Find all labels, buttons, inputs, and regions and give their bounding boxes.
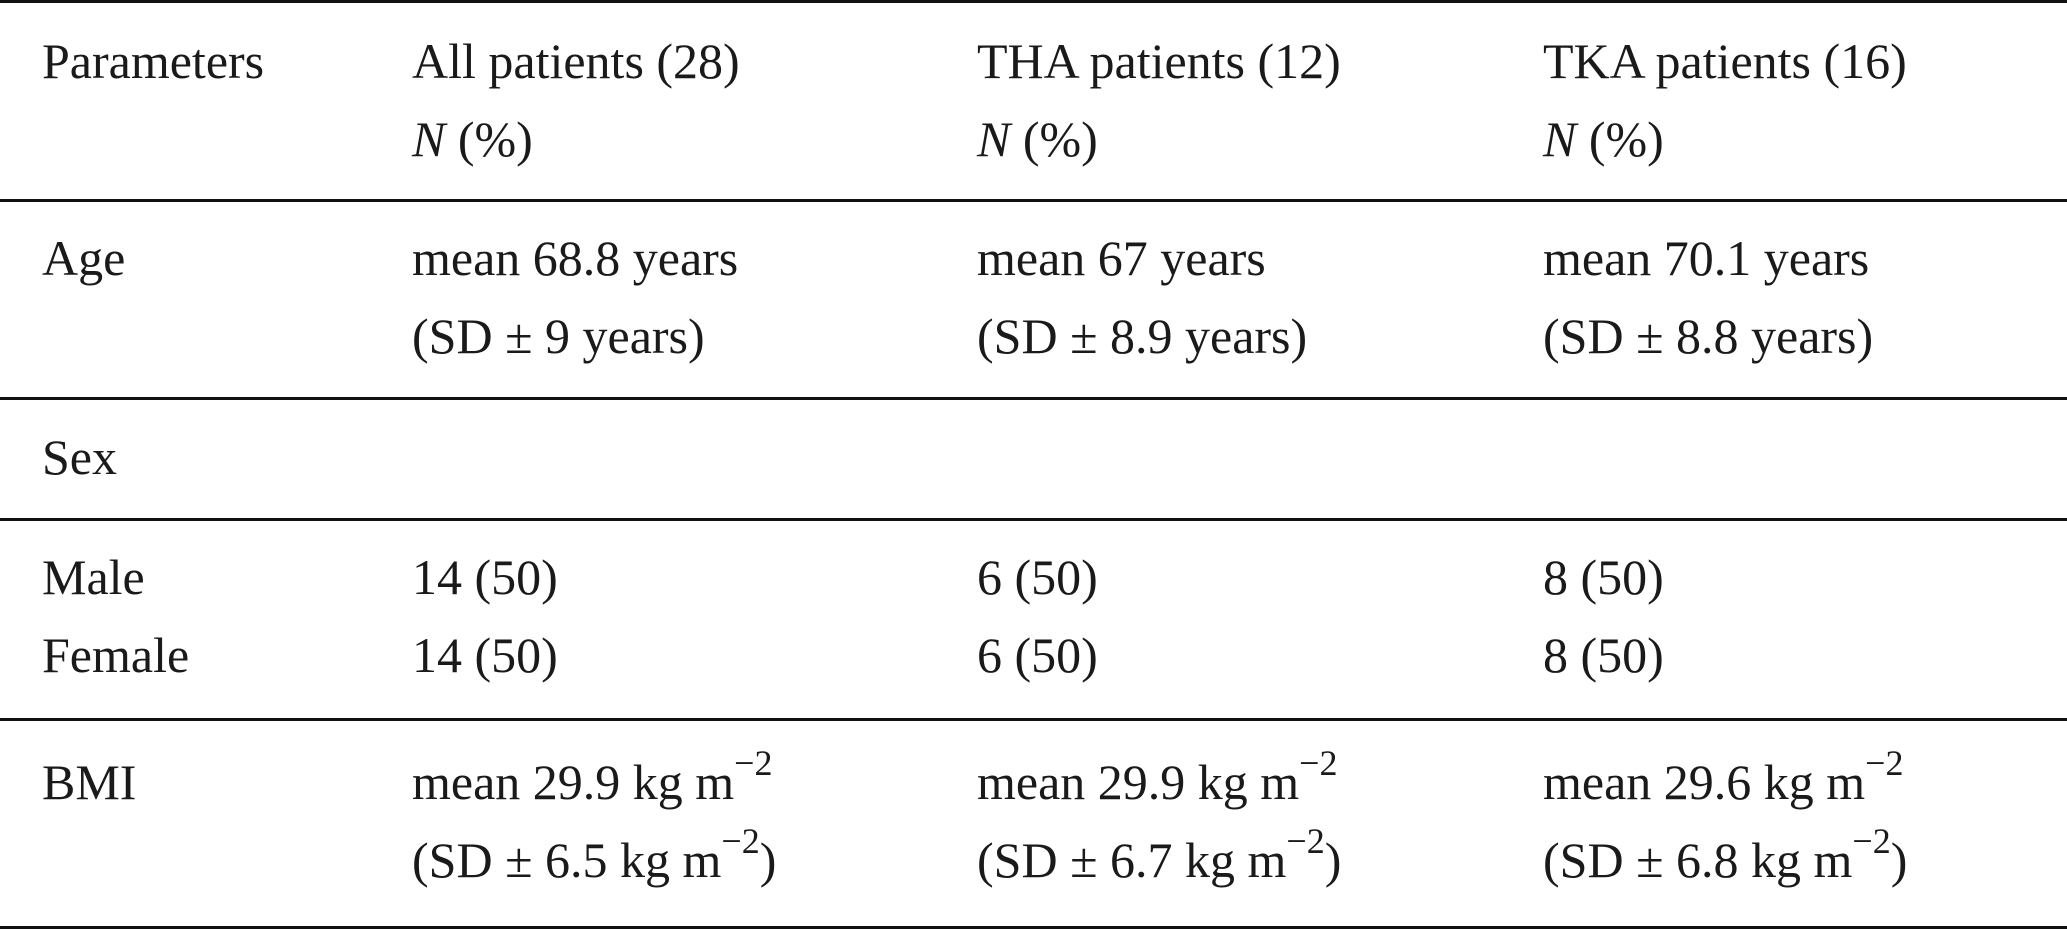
age-tka-cell: mean 70.1 years (SD ± 8.8 years) (1543, 219, 1873, 375)
header-rule (0, 199, 2067, 202)
header-tka-unit: N (%) (1543, 100, 1907, 178)
age-all-sd: (SD ± 9 years) (412, 308, 705, 364)
bmi-tka-cell: mean 29.6 kg m−2 (SD ± 6.8 kg m−2) (1543, 743, 1907, 899)
header-tka-unit-pct: (%) (1576, 111, 1664, 167)
header-parameters-label: Parameters (42, 33, 265, 89)
age-rule (0, 397, 2067, 400)
header-all-patients: All patients (28) N (%) (412, 22, 740, 178)
bmi-all-mean-text: mean 29.9 kg m (412, 754, 735, 810)
header-all-unit-n: N (412, 111, 446, 167)
bmi-tha-mean-text: mean 29.9 kg m (977, 754, 1300, 810)
bmi-tka-mean-exponent: −2 (1865, 743, 1904, 784)
sex-all-cell: 14 (50) 14 (50) (412, 538, 558, 694)
bmi-tha-mean: mean 29.9 kg m−2 (977, 743, 1341, 821)
header-tha-unit-n: N (977, 111, 1011, 167)
sex-tka-cell: 8 (50) 8 (50) (1543, 538, 1664, 694)
sex-tha-cell: 6 (50) 6 (50) (977, 538, 1098, 694)
bmi-tha-sd-close: ) (1324, 832, 1342, 888)
bmi-all-sd-close: ) (759, 832, 777, 888)
sex-label: Sex (42, 429, 117, 485)
bmi-tka-sd: (SD ± 6.8 kg m−2) (1543, 821, 1907, 899)
header-all-unit: N (%) (412, 100, 740, 178)
bmi-tka-sd-text: (SD ± 6.8 kg m (1543, 832, 1853, 888)
bmi-label: BMI (42, 754, 137, 810)
header-tka-title: TKA patients (16) (1543, 33, 1907, 89)
age-tha-mean: mean 67 years (977, 230, 1266, 286)
age-tka-sd: (SD ± 8.8 years) (1543, 308, 1874, 364)
age-tka-mean: mean 70.1 years (1543, 230, 1870, 286)
bmi-all-mean: mean 29.9 kg m−2 (412, 743, 776, 821)
header-parameters: Parameters (42, 22, 264, 100)
bmi-tka-sd-exponent: −2 (1852, 821, 1891, 862)
age-all-mean: mean 68.8 years (412, 230, 739, 286)
header-all-unit-pct: (%) (445, 111, 533, 167)
header-tha-unit: N (%) (977, 100, 1341, 178)
header-tha-patients: THA patients (12) N (%) (977, 22, 1341, 178)
sex-rule (0, 518, 2067, 521)
header-tka-patients: TKA patients (16) N (%) (1543, 22, 1907, 178)
header-all-title: All patients (28) (412, 33, 740, 89)
header-tha-title: THA patients (12) (977, 33, 1341, 89)
age-tha-cell: mean 67 years (SD ± 8.9 years) (977, 219, 1307, 375)
bmi-tha-sd: (SD ± 6.7 kg m−2) (977, 821, 1341, 899)
bmi-tka-mean-text: mean 29.6 kg m (1543, 754, 1866, 810)
bmi-all-cell: mean 29.9 kg m−2 (SD ± 6.5 kg m−2) (412, 743, 776, 899)
male-tha-value: 6 (50) (977, 549, 1098, 605)
sex-categories-cell: Male Female (42, 538, 189, 694)
age-label-cell: Age (42, 219, 125, 297)
bottom-rule (0, 926, 2067, 929)
bmi-all-sd-exponent: −2 (721, 821, 760, 862)
male-tka-value: 8 (50) (1543, 549, 1664, 605)
female-tha-value: 6 (50) (977, 627, 1098, 683)
bmi-all-sd: (SD ± 6.5 kg m−2) (412, 821, 776, 899)
header-tka-unit-n: N (1543, 111, 1577, 167)
sex-label-cell: Sex (42, 418, 117, 496)
bmi-tha-sd-exponent: −2 (1286, 821, 1325, 862)
female-label: Female (42, 627, 190, 683)
female-tka-value: 8 (50) (1543, 627, 1664, 683)
male-label: Male (42, 549, 145, 605)
age-label: Age (42, 230, 126, 286)
top-rule (0, 0, 2067, 3)
bmi-tha-sd-text: (SD ± 6.7 kg m (977, 832, 1287, 888)
bmi-tka-mean: mean 29.6 kg m−2 (1543, 743, 1907, 821)
bmi-tha-cell: mean 29.9 kg m−2 (SD ± 6.7 kg m−2) (977, 743, 1341, 899)
age-tha-sd: (SD ± 8.9 years) (977, 308, 1308, 364)
bmi-tka-sd-close: ) (1890, 832, 1908, 888)
bmi-all-sd-text: (SD ± 6.5 kg m (412, 832, 722, 888)
age-all-cell: mean 68.8 years (SD ± 9 years) (412, 219, 738, 375)
male-all-value: 14 (50) (412, 549, 558, 605)
female-rule (0, 718, 2067, 721)
bmi-label-cell: BMI (42, 743, 136, 821)
bmi-all-mean-exponent: −2 (734, 743, 773, 784)
female-all-value: 14 (50) (412, 627, 558, 683)
header-tha-unit-pct: (%) (1010, 111, 1098, 167)
bmi-tha-mean-exponent: −2 (1299, 743, 1338, 784)
